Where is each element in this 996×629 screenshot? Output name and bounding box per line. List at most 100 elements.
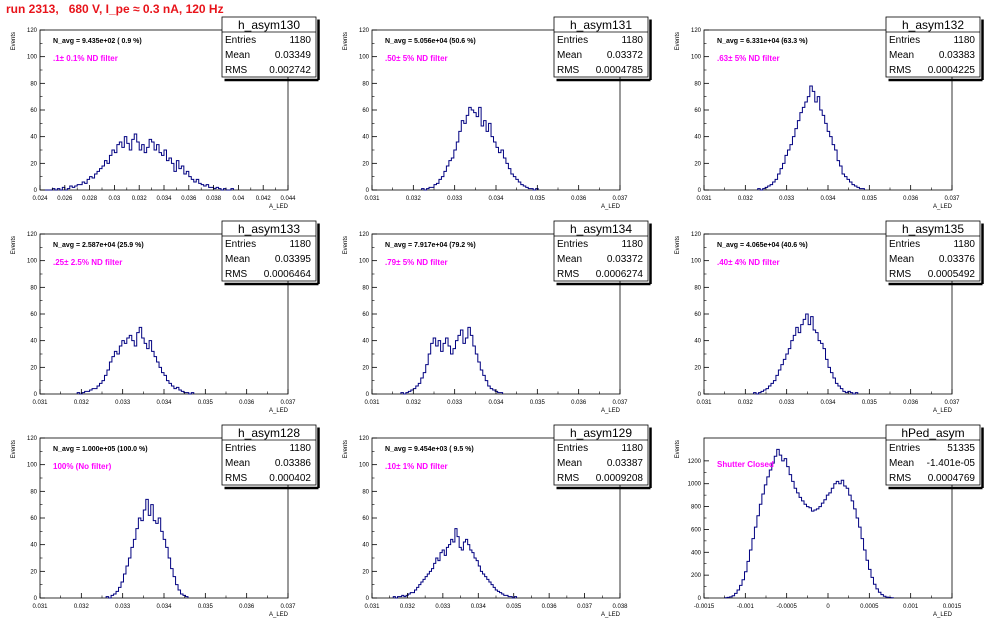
x-tick-label: 0.001 — [903, 604, 919, 610]
y-axis-title: Events — [11, 440, 17, 458]
x-tick-label: 0.031 — [32, 400, 48, 406]
histogram-svg: -0.0015 -0.001 -0.0005 0 0.0005 0.001 0.0015 0 2… — [675, 424, 984, 618]
x-tick-label: 0.036 — [571, 400, 587, 406]
histogram-line — [76, 326, 195, 395]
histogram-svg: 0.031 0.032 0.033 0.034 0.035 0.036 0.037 0 20 40… — [343, 16, 652, 210]
filter-annotation: .40± 4% ND filter — [717, 258, 780, 267]
stats-label-mean: Mean — [225, 50, 250, 61]
histogram-name: h_asym131 — [570, 18, 632, 32]
histogram-name: h_asym132 — [902, 18, 964, 32]
y-tick-label: 20 — [694, 365, 701, 371]
x-axis-title: A_LED — [933, 612, 953, 618]
x-tick-label: 0.042 — [256, 196, 272, 202]
stats-label-entries: Entries — [889, 239, 920, 250]
x-tick-label: 0.034 — [156, 196, 172, 202]
stats-value-entries: 1180 — [289, 239, 311, 250]
y-tick-label: 0 — [34, 596, 38, 602]
y-tick-label: 100 — [27, 259, 38, 265]
x-tick-label: 0.031 — [32, 604, 48, 610]
stats-value-mean: 0.03349 — [275, 50, 312, 61]
y-tick-label: 120 — [359, 436, 370, 442]
stats-box — [221, 424, 317, 486]
x-tick-label: 0.034 — [156, 400, 172, 406]
stats-label-mean: Mean — [225, 458, 250, 469]
y-tick-label: 0 — [366, 392, 370, 398]
y-tick-label: 60 — [30, 516, 37, 522]
y-axis-title: Events — [343, 236, 349, 254]
y-tick-label: 0 — [366, 596, 370, 602]
x-tick-label: 0.032 — [74, 400, 90, 406]
y-tick-label: 60 — [694, 312, 701, 318]
y-axis-title: Events — [11, 32, 17, 50]
x-tick-label: 0.032 — [406, 196, 422, 202]
stats-label-rms: RMS — [225, 473, 248, 484]
histogram-svg: 0.031 0.032 0.033 0.034 0.035 0.036 0.037 0 20 40… — [675, 16, 984, 210]
stats-label-entries: Entries — [557, 443, 588, 454]
histogram-line — [105, 498, 189, 599]
x-tick-label: 0.037 — [577, 604, 593, 610]
x-tick-label: 0.036 — [903, 196, 919, 202]
x-tick-label: 0.034 — [820, 196, 836, 202]
y-tick-label: 20 — [30, 569, 37, 575]
stats-label-entries: Entries — [225, 443, 256, 454]
filter-annotation: Shutter Closed — [717, 460, 774, 469]
histogram-svg: 0.024 0.026 0.028 0.03 0.032 0.034 0.036 0.038 0… — [11, 16, 320, 210]
stats-value-rms: 0.0009208 — [596, 473, 644, 484]
histogram-name: h_asym130 — [238, 18, 300, 32]
histogram-line — [421, 106, 539, 191]
filter-annotation: .63± 5% ND filter — [717, 54, 780, 63]
stats-value-entries: 1180 — [289, 35, 311, 46]
x-axis-title: A_LED — [269, 612, 289, 618]
stats-label-rms: RMS — [225, 269, 248, 280]
filter-annotation: .1± 0.1% ND filter — [53, 54, 118, 63]
y-tick-label: 40 — [30, 543, 37, 549]
y-axis-title: Events — [675, 236, 681, 254]
stats-value-mean: 0.03395 — [275, 254, 312, 265]
x-tick-label: 0 — [826, 604, 830, 610]
histogram-line — [392, 528, 518, 599]
y-tick-label: 200 — [691, 573, 702, 579]
y-tick-label: 20 — [30, 161, 37, 167]
x-tick-label: -0.0005 — [776, 604, 797, 610]
y-tick-label: 80 — [694, 81, 701, 87]
y-axis-title: Events — [11, 236, 17, 254]
y-tick-label: 100 — [691, 259, 702, 265]
filter-annotation: .50± 5% ND filter — [385, 54, 448, 63]
y-tick-label: 80 — [30, 81, 37, 87]
x-tick-label: 0.037 — [280, 604, 296, 610]
filter-annotation: .25± 2.5% ND filter — [53, 258, 122, 267]
x-axis-title: A_LED — [601, 408, 621, 414]
stats-label-mean: Mean — [225, 254, 250, 265]
x-tick-label: 0.032 — [74, 604, 90, 610]
x-tick-label: 0.034 — [471, 604, 487, 610]
stats-value-mean: 0.03376 — [939, 254, 976, 265]
y-tick-label: 100 — [27, 463, 38, 469]
navg-annotation: N_avg = 1.000e+05 (100.0 %) — [53, 446, 148, 453]
y-axis-title: Events — [343, 440, 349, 458]
histogram-panel-h_asym130: 0.024 0.026 0.028 0.03 0.032 0.034 0.036 0.038 0… — [0, 14, 332, 221]
x-tick-label: -0.001 — [737, 604, 755, 610]
stats-value-rms: 0.0004769 — [928, 473, 976, 484]
x-tick-label: 0.035 — [530, 400, 546, 406]
stats-label-rms: RMS — [225, 65, 248, 76]
stats-label-entries: Entries — [225, 35, 256, 46]
run-title: run 2313, 680 V, I_pe ≈ 0.3 nA, 120 Hz — [6, 2, 224, 16]
y-axis-title: Events — [343, 32, 349, 50]
x-tick-label: 0.034 — [156, 604, 172, 610]
y-tick-label: 40 — [30, 339, 37, 345]
x-tick-label: 0.035 — [198, 400, 214, 406]
navg-annotation: N_avg = 4.065e+04 (40.6 %) — [717, 242, 808, 249]
x-tick-label: 0.03 — [109, 196, 121, 202]
x-tick-label: 0.037 — [944, 196, 960, 202]
y-tick-label: 100 — [27, 55, 38, 61]
histogram-svg: 0.031 0.032 0.033 0.034 0.035 0.036 0.037 0.038… — [343, 424, 652, 618]
x-axis-title: A_LED — [601, 204, 621, 210]
y-tick-label: 120 — [27, 436, 38, 442]
histogram-name: h_asym129 — [570, 426, 632, 440]
x-tick-label: -0.0015 — [694, 604, 715, 610]
stats-value-entries: 1180 — [621, 239, 643, 250]
x-tick-label: 0.031 — [696, 196, 712, 202]
y-tick-label: 100 — [359, 259, 370, 265]
y-tick-label: 100 — [359, 55, 370, 61]
y-tick-label: 20 — [694, 161, 701, 167]
